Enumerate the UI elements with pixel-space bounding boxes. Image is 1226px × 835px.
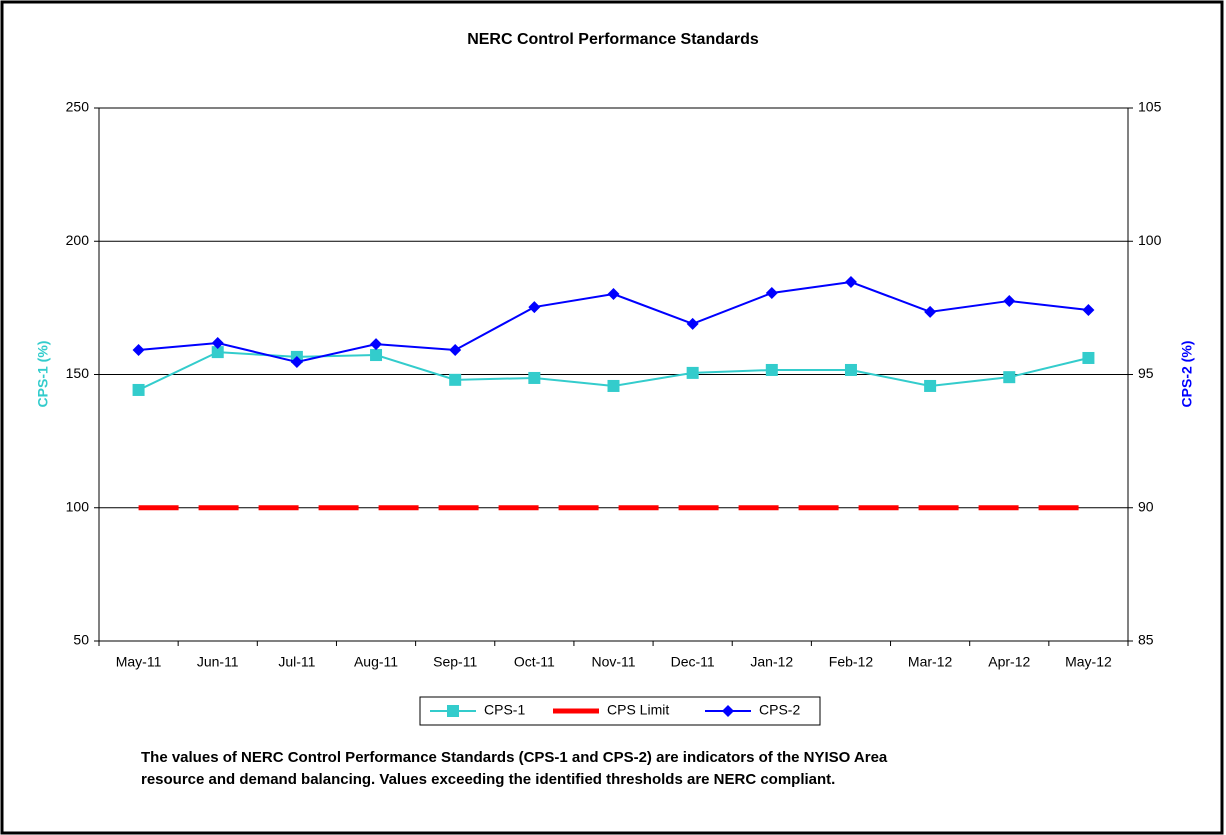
legend-label: CPS Limit xyxy=(607,702,669,718)
x-tick-label: Mar-12 xyxy=(908,654,953,670)
chart-title: NERC Control Performance Standards xyxy=(467,31,759,48)
x-tick-label: May-11 xyxy=(116,654,162,670)
point xyxy=(686,317,699,330)
point xyxy=(924,305,937,318)
y-tick-label: 150 xyxy=(66,365,90,381)
y2-tick-label: 100 xyxy=(1138,232,1162,248)
x-tick-label: Jul-11 xyxy=(278,654,315,670)
y-axis-label: CPS-1 (%) xyxy=(35,341,51,408)
point xyxy=(449,373,462,386)
point xyxy=(528,371,541,384)
y2-tick-label: 90 xyxy=(1138,498,1154,514)
point xyxy=(1003,371,1016,384)
point xyxy=(211,337,224,350)
legend-marker xyxy=(447,705,459,717)
point xyxy=(1082,304,1095,317)
y-tick-label: 200 xyxy=(66,232,90,248)
y2-tick-label: 105 xyxy=(1138,99,1162,115)
point xyxy=(686,366,699,379)
x-tick-label: Apr-12 xyxy=(988,654,1030,670)
legend-label: CPS-2 xyxy=(759,702,800,718)
point xyxy=(844,276,857,289)
x-tick-label: May-12 xyxy=(1065,654,1112,670)
y-tick-label: 100 xyxy=(66,498,90,514)
y2-tick-label: 85 xyxy=(1138,632,1154,648)
legend-marker xyxy=(722,705,734,717)
point xyxy=(211,346,224,359)
y2-axis-label: CPS-2 (%) xyxy=(1179,341,1195,408)
point xyxy=(528,301,541,314)
x-tick-label: Oct-11 xyxy=(514,654,555,670)
point xyxy=(1082,351,1095,364)
point xyxy=(765,363,778,376)
point xyxy=(844,363,857,376)
x-tick-label: Nov-11 xyxy=(591,654,635,670)
point xyxy=(370,349,383,362)
point xyxy=(290,355,303,368)
point xyxy=(1003,294,1016,307)
point xyxy=(132,343,145,356)
note-line: resource and demand balancing. Values ex… xyxy=(141,771,835,788)
x-tick-label: Sep-11 xyxy=(433,654,477,670)
legend-label: CPS-1 xyxy=(484,702,525,718)
y-tick-label: 250 xyxy=(66,99,90,115)
point xyxy=(449,343,462,356)
legend-box xyxy=(419,696,821,726)
y2-tick-label: 95 xyxy=(1138,365,1154,381)
x-tick-label: Aug-11 xyxy=(354,654,398,670)
y-tick-label: 50 xyxy=(73,632,89,648)
point xyxy=(132,383,145,396)
point xyxy=(607,288,620,301)
x-tick-label: Jan-12 xyxy=(750,654,793,670)
x-tick-label: Feb-12 xyxy=(829,654,874,670)
note-line: The values of NERC Control Performance S… xyxy=(141,749,888,766)
point xyxy=(370,338,383,351)
x-tick-label: Jun-11 xyxy=(197,654,239,670)
point xyxy=(765,286,778,299)
point xyxy=(607,379,620,392)
point xyxy=(924,379,937,392)
x-tick-label: Dec-11 xyxy=(671,654,715,670)
